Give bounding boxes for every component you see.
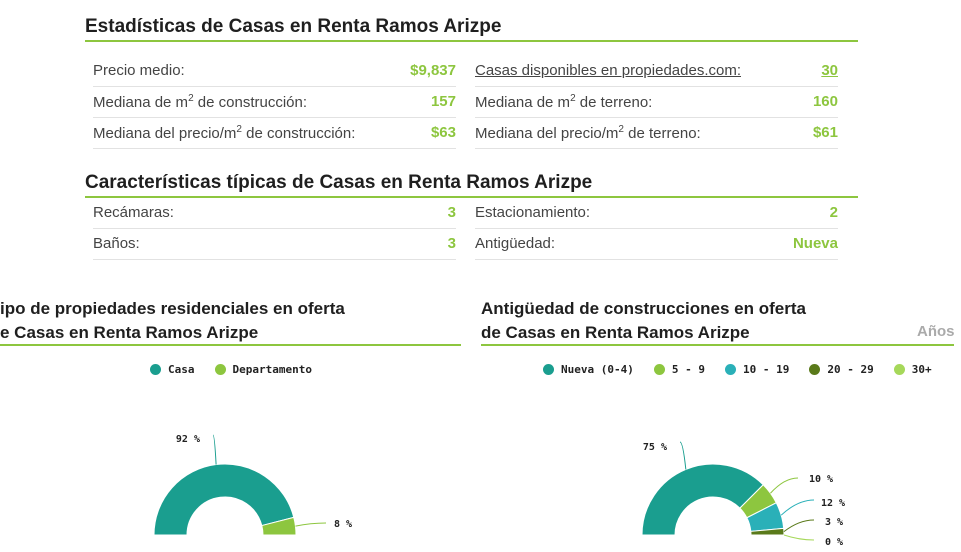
stat-label: Recámaras: xyxy=(93,204,174,221)
data-label: 8 % xyxy=(334,519,352,530)
data-label: 92 % xyxy=(176,434,200,445)
stat-row: Precio medio: $9,837 xyxy=(93,55,456,87)
chart2-title-line1: Antigüedad de construcciones en oferta xyxy=(481,299,806,318)
data-label-connector xyxy=(770,477,799,494)
stat-label: Mediana del precio/m2 de construcción: xyxy=(93,124,356,142)
pie-slice[interactable] xyxy=(261,516,297,536)
stat-value: 160 xyxy=(812,93,838,110)
pie-slice[interactable] xyxy=(750,527,785,536)
stat-row: Estacionamiento: 2 xyxy=(475,197,838,229)
legend-item[interactable]: 30+ xyxy=(893,363,932,376)
data-label: 0 % xyxy=(825,537,843,548)
stat-label: Mediana del precio/m2 de terreno: xyxy=(475,124,701,142)
chart2-unit-label: Años xyxy=(917,323,955,340)
chart2-title-underline xyxy=(481,344,954,346)
stat-value: 3 xyxy=(447,235,456,252)
stat-label: Baños: xyxy=(93,235,140,252)
data-label: 3 % xyxy=(825,517,843,528)
stat-row: Mediana de m2 de construcción: 157 xyxy=(93,86,456,118)
stat-value: $9,837 xyxy=(410,62,456,79)
chart2-pie: 75 % 10 % 12 % 3 % 0 % xyxy=(641,441,845,548)
stat-label: Antigüedad: xyxy=(475,235,556,252)
legend-dot-icon xyxy=(724,364,736,375)
stat-row: Antigüedad: Nueva xyxy=(475,228,838,260)
stat-row: Casas disponibles en propiedades.com: 30 xyxy=(475,55,838,87)
data-label-connector xyxy=(679,441,687,470)
legend-label: Casa xyxy=(168,363,195,376)
stat-value: $63 xyxy=(430,124,456,141)
stat-label: Mediana de m2 de terreno: xyxy=(475,93,653,111)
legend-item[interactable]: Departamento xyxy=(214,363,312,376)
stat-value: Nueva xyxy=(792,235,838,252)
legend-item[interactable]: 5 - 9 xyxy=(653,363,705,376)
chart1-legend: Casa Departamento xyxy=(150,363,332,376)
stat-row: Recámaras: 3 xyxy=(93,197,456,229)
pie-slice[interactable] xyxy=(153,463,295,536)
chart2-title: Antigüedad de construcciones en oferta d… xyxy=(481,297,806,345)
chart2-legend: Nueva (0-4) 5 - 9 10 - 19 20 - 29 30+ xyxy=(543,363,952,376)
stat-row: Mediana del precio/m2 de terreno: $61 xyxy=(475,117,838,149)
data-label: 75 % xyxy=(643,442,667,453)
data-label-connector xyxy=(295,522,327,527)
chart1-pie: 92 % 8 % xyxy=(153,434,352,536)
features-title-underline xyxy=(85,196,858,198)
pie-slice[interactable] xyxy=(641,463,764,536)
legend-label: Nueva (0-4) xyxy=(561,363,634,376)
stat-row: Mediana de m2 de terreno: 160 xyxy=(475,86,838,118)
stat-value: 2 xyxy=(829,204,838,221)
legend-dot-icon xyxy=(653,364,665,375)
stat-value: $61 xyxy=(812,124,838,141)
stat-row: Baños: 3 xyxy=(93,228,456,260)
stat-label: Estacionamiento: xyxy=(475,204,591,221)
chart1-title-underline xyxy=(0,344,461,346)
legend-item[interactable]: Nueva (0-4) xyxy=(543,363,634,376)
legend-item[interactable]: 20 - 29 xyxy=(809,363,874,376)
data-label: 10 % xyxy=(809,474,833,485)
listings-count-link[interactable]: Casas disponibles en propiedades.com: xyxy=(475,62,741,79)
data-label: 12 % xyxy=(821,498,845,509)
chart1-title-line2: e Casas en Renta Ramos Arizpe xyxy=(0,323,259,342)
stat-label: Mediana de m2 de construcción: xyxy=(93,93,308,111)
legend-label: 30+ xyxy=(911,363,932,376)
data-label-connector xyxy=(212,434,217,465)
legend-item[interactable]: Casa xyxy=(150,363,195,376)
legend-label: 10 - 19 xyxy=(742,363,790,376)
stat-label: Precio medio: xyxy=(93,62,185,79)
chart2-title-line2: de Casas en Renta Ramos Arizpe xyxy=(481,323,750,342)
legend-label: Departamento xyxy=(232,363,312,376)
data-label-connector xyxy=(783,519,815,533)
stats-title: Estadísticas de Casas en Renta Ramos Ari… xyxy=(85,16,502,37)
stat-value: 3 xyxy=(447,204,456,221)
chart1-title: ipo de propiedades residenciales en ofer… xyxy=(0,297,345,345)
legend-dot-icon xyxy=(214,364,226,375)
listings-count-value-link[interactable]: 30 xyxy=(821,62,838,79)
data-label-connector xyxy=(780,499,815,516)
legend-dot-icon xyxy=(809,364,821,375)
legend-item[interactable]: 10 - 19 xyxy=(724,363,790,376)
stat-value: 157 xyxy=(430,93,456,110)
data-label-connector xyxy=(783,534,815,541)
features-title: Características típicas de Casas en Rent… xyxy=(85,172,593,193)
stats-title-underline xyxy=(85,40,858,42)
legend-label: 5 - 9 xyxy=(671,363,705,376)
legend-dot-icon xyxy=(893,364,905,375)
legend-label: 20 - 29 xyxy=(827,363,874,376)
legend-dot-icon xyxy=(543,364,554,375)
legend-dot-icon xyxy=(150,364,161,375)
chart1-title-line1: ipo de propiedades residenciales en ofer… xyxy=(0,299,345,318)
stat-row: Mediana del precio/m2 de construcción: $6… xyxy=(93,117,456,149)
